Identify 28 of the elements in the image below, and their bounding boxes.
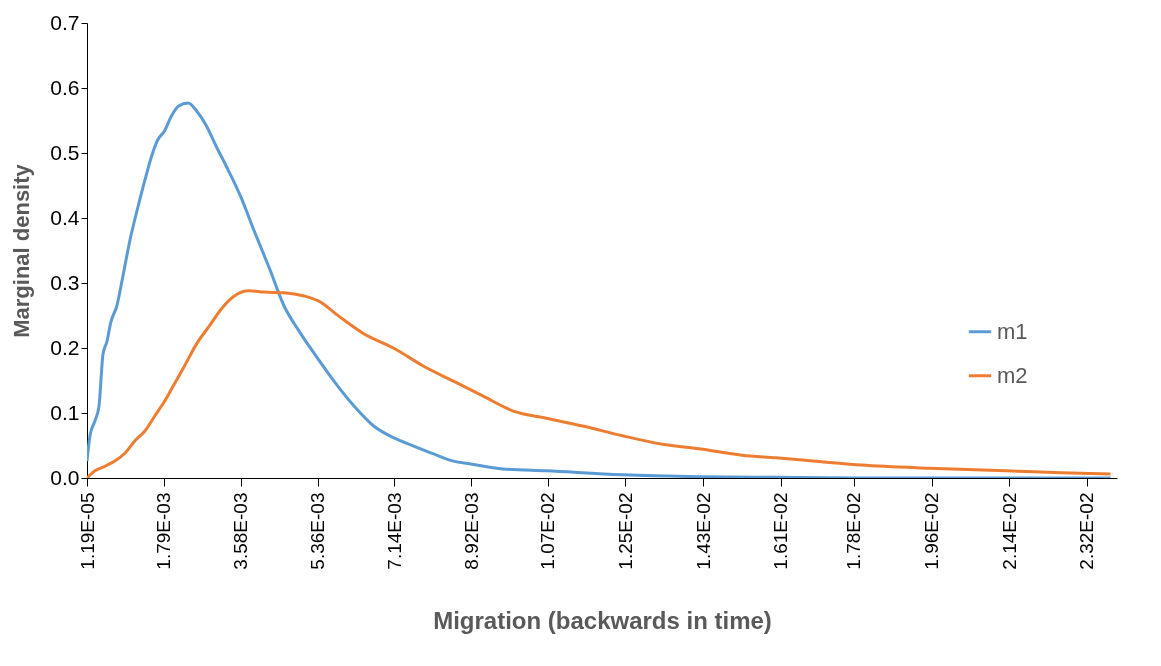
x-tick-label: 7.14E-03 xyxy=(383,492,405,570)
x-tick-label: 1.96E-02 xyxy=(921,492,943,570)
y-tick-label: 0.1 xyxy=(50,400,80,424)
line-series xyxy=(87,101,1113,478)
x-tick-label: 1.79E-03 xyxy=(153,492,175,570)
y-axis-title: Marginal density xyxy=(9,163,35,338)
y-tick-label: 0.5 xyxy=(50,140,80,164)
line-series xyxy=(87,289,1113,478)
y-tick-label: 0.0 xyxy=(50,465,80,489)
x-tick-label: 5.36E-03 xyxy=(307,492,329,570)
x-tick-label: 1.78E-02 xyxy=(843,492,865,570)
x-tick-label: 1.61E-02 xyxy=(770,492,792,570)
x-tick-label: 3.58E-03 xyxy=(230,492,252,570)
legend-label: m2 xyxy=(997,362,1028,388)
y-tick-label: 0.7 xyxy=(50,10,80,34)
x-tick-label: 1.07E-02 xyxy=(537,492,559,570)
x-tick-label: 2.32E-02 xyxy=(1076,492,1098,570)
x-tick-label: 2.14E-02 xyxy=(998,492,1020,570)
y-tick-label: 0.6 xyxy=(50,75,80,99)
y-tick-label: 0.4 xyxy=(50,205,80,229)
x-tick-label: 1.19E-05 xyxy=(76,492,98,570)
x-tick-label: 1.25E-02 xyxy=(614,492,636,570)
x-tick-label: 1.43E-02 xyxy=(692,492,714,570)
x-tick-label: 8.92E-03 xyxy=(460,492,482,570)
legend-label: m1 xyxy=(997,318,1028,344)
y-tick-label: 0.2 xyxy=(50,335,80,359)
x-axis-title: Migration (backwards in time) xyxy=(433,606,772,634)
y-tick-label: 0.3 xyxy=(50,270,80,294)
